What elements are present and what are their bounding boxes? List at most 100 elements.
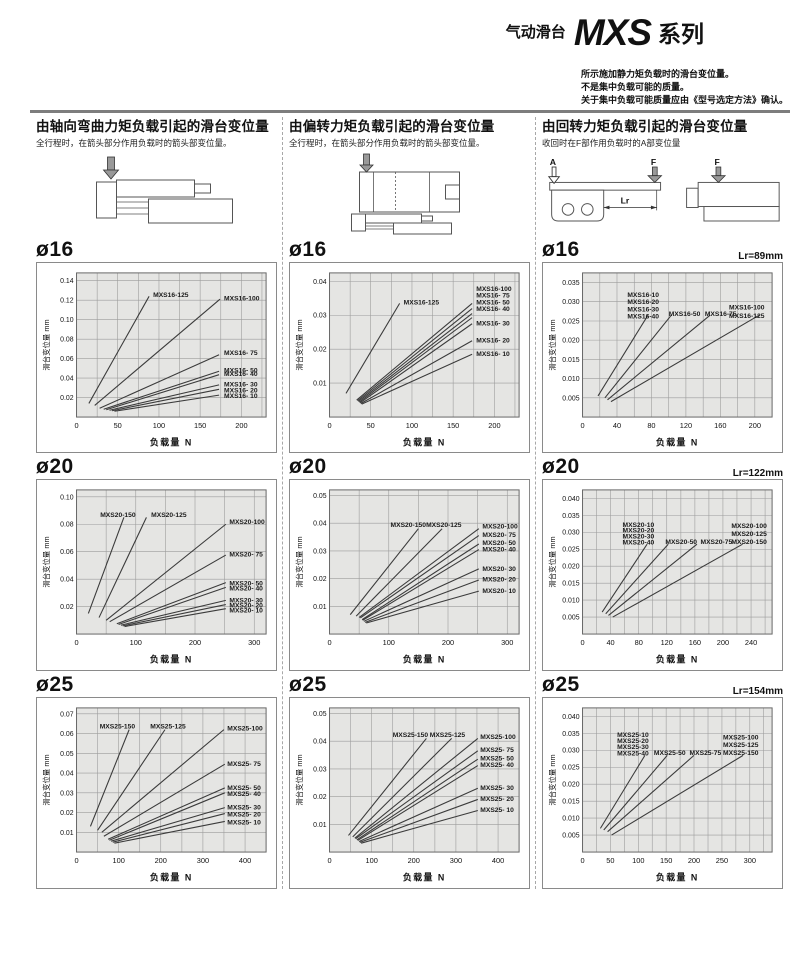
svg-text:200: 200 <box>717 638 729 647</box>
svg-text:MXS25-30: MXS25-30 <box>617 744 649 751</box>
page-header: 气动滑台 MXS 系列 所示施加静力矩负载时的滑台变位量。 不是集中负载可能的质量。… <box>0 0 790 114</box>
chart-block-deflection-20: ø20 0 100 200 300 0.01 0.02 0.03 0.04 0.05 MXS20-… <box>289 455 530 671</box>
chart-canvas-rotation-16: 0 40 80 120 160 200 0.005 0.010 0.015 0.020 0.025 0… <box>548 272 773 447</box>
page-title: 气动滑台 MXS 系列 <box>0 12 790 54</box>
svg-text:0.10: 0.10 <box>60 495 74 502</box>
chart-block-deflection-16: ø16 0 50 100 150 200 0.01 0.02 0.03 0.04 MXS16-12… <box>289 238 530 454</box>
svg-text:滑台变位量 mm: 滑台变位量 mm <box>548 319 557 370</box>
svg-text:MXS25-150: MXS25-150 <box>393 732 429 739</box>
chart-columns: 由轴向弯曲力矩负载引起的滑台变位量 全行程时，在箭头部分作用负载时的箭头部变位量… <box>0 117 790 889</box>
force-f-label: F <box>651 157 656 167</box>
slide-body <box>551 189 605 222</box>
svg-text:MXS16-30: MXS16-30 <box>627 306 659 313</box>
svg-text:MXS16- 75: MXS16- 75 <box>476 292 510 299</box>
svg-text:0.020: 0.020 <box>562 564 579 571</box>
svg-text:0.005: 0.005 <box>562 615 579 622</box>
svg-text:负载量 N: 负载量 N <box>403 872 446 883</box>
svg-text:滑台变位量 mm: 滑台变位量 mm <box>42 754 51 805</box>
svg-text:MXS20-100: MXS20-100 <box>229 519 265 526</box>
svg-text:负载量 N: 负载量 N <box>656 654 699 665</box>
svg-text:0.04: 0.04 <box>60 770 74 777</box>
svg-text:0.025: 0.025 <box>562 318 579 325</box>
svg-text:MXS25-75: MXS25-75 <box>690 750 722 757</box>
svg-text:0.02: 0.02 <box>60 604 74 611</box>
svg-text:80: 80 <box>647 421 655 430</box>
svg-text:50: 50 <box>606 856 614 865</box>
svg-text:200: 200 <box>688 856 700 865</box>
svg-text:MXS20- 50: MXS20- 50 <box>229 581 263 588</box>
column-title: 由偏转力矩负载引起的滑台变位量 <box>289 119 495 135</box>
svg-text:0: 0 <box>580 856 584 865</box>
column-subtitle: 全行程时，在箭头部分作用负载时的箭头部变位量。 <box>289 137 485 148</box>
chart-block-axial-16: ø16 0 50 100 150 200 0.02 0.04 0.06 0.08 0.10 0.12… <box>36 238 277 454</box>
slide-top-view <box>359 171 460 213</box>
svg-text:0.04: 0.04 <box>313 279 327 286</box>
svg-text:200: 200 <box>488 421 500 430</box>
svg-text:MXS25- 20: MXS25- 20 <box>227 811 261 818</box>
chart-canvas-axial-16: 0 50 100 150 200 0.02 0.04 0.06 0.08 0.10 0.12 0.14… <box>42 272 267 447</box>
lr-dimension-label: Lr <box>621 195 630 205</box>
svg-text:0.030: 0.030 <box>562 748 579 755</box>
svg-text:负载量 N: 负载量 N <box>150 654 193 665</box>
chart-canvas-deflection-25: 0 100 200 300 400 0.01 0.02 0.03 0.04 0.05 MXS25-1… <box>295 707 520 883</box>
svg-text:0.10: 0.10 <box>60 317 74 324</box>
svg-text:0: 0 <box>327 856 331 865</box>
svg-text:MXS20-100: MXS20-100 <box>482 524 518 531</box>
chart-canvas-axial-25: 0 100 200 300 400 0.01 0.02 0.03 0.04 0.05 0.06 0.0… <box>42 707 267 883</box>
svg-text:0.035: 0.035 <box>562 280 579 287</box>
svg-text:MXS16- 10: MXS16- 10 <box>224 393 258 400</box>
svg-text:0.04: 0.04 <box>313 521 327 528</box>
svg-text:MXS25-150: MXS25-150 <box>723 750 759 757</box>
svg-text:MXS16- 75: MXS16- 75 <box>224 350 258 357</box>
svg-text:100: 100 <box>366 856 378 865</box>
svg-text:0.005: 0.005 <box>562 395 579 402</box>
svg-text:0: 0 <box>580 638 584 647</box>
slide-table <box>549 181 662 191</box>
chart-canvas-axial-20: 0 100 200 300 0.02 0.04 0.06 0.08 0.10 MXS20-150 M… <box>42 489 267 665</box>
column-subtitle: 收回时在F部作用负载时的A部变位量 <box>542 137 681 148</box>
slide-body <box>703 205 780 222</box>
svg-text:MXS16-10: MXS16-10 <box>627 291 659 298</box>
svg-text:400: 400 <box>492 856 504 865</box>
svg-text:300: 300 <box>197 856 209 865</box>
svg-text:MXS25- 40: MXS25- 40 <box>227 791 261 798</box>
svg-text:MXS20-150: MXS20-150 <box>391 522 427 529</box>
rod-tab-top <box>445 184 460 200</box>
column-deflection: 由偏转力矩负载引起的滑台变位量 全行程时，在箭头部分作用负载时的箭头部变位量。 <box>282 117 535 889</box>
svg-text:200: 200 <box>189 638 201 647</box>
svg-text:MXS20-150: MXS20-150 <box>731 539 767 546</box>
svg-text:80: 80 <box>635 638 643 647</box>
slide-table <box>116 179 195 198</box>
rod-tab <box>421 215 433 222</box>
svg-text:0.06: 0.06 <box>60 549 74 556</box>
svg-text:MXS25-100: MXS25-100 <box>227 726 263 733</box>
svg-text:200: 200 <box>442 638 454 647</box>
svg-text:MXS16- 30: MXS16- 30 <box>224 381 258 388</box>
svg-text:40: 40 <box>606 638 614 647</box>
end-cap <box>686 187 699 208</box>
svg-text:150: 150 <box>194 421 206 430</box>
svg-text:滑台变位量 mm: 滑台变位量 mm <box>295 754 304 805</box>
svg-text:250: 250 <box>716 856 728 865</box>
svg-text:0.015: 0.015 <box>562 799 579 806</box>
svg-text:MXS16-40: MXS16-40 <box>627 313 659 320</box>
svg-text:200: 200 <box>749 421 761 430</box>
svg-text:100: 100 <box>130 638 142 647</box>
column-rotation: 由回转力矩负载引起的滑台变位量 收回时在F部作用负载时的A部变位量 A <box>535 117 788 889</box>
svg-text:滑台变位量 mm: 滑台变位量 mm <box>295 319 304 370</box>
slide-side-view <box>96 179 233 224</box>
header-rule <box>30 110 790 114</box>
svg-text:0.01: 0.01 <box>313 380 327 387</box>
svg-text:0.035: 0.035 <box>562 513 579 520</box>
svg-text:0: 0 <box>327 421 331 430</box>
svg-text:0.030: 0.030 <box>562 299 579 306</box>
svg-text:MXS25- 50: MXS25- 50 <box>480 755 514 762</box>
svg-text:0.08: 0.08 <box>60 522 74 529</box>
slide-side-view: F <box>686 157 780 222</box>
load-arrow-icon <box>102 156 120 180</box>
svg-text:0.020: 0.020 <box>562 337 579 344</box>
svg-text:0.01: 0.01 <box>60 830 74 837</box>
svg-text:0: 0 <box>580 421 584 430</box>
svg-text:MXS16- 50: MXS16- 50 <box>224 367 258 374</box>
